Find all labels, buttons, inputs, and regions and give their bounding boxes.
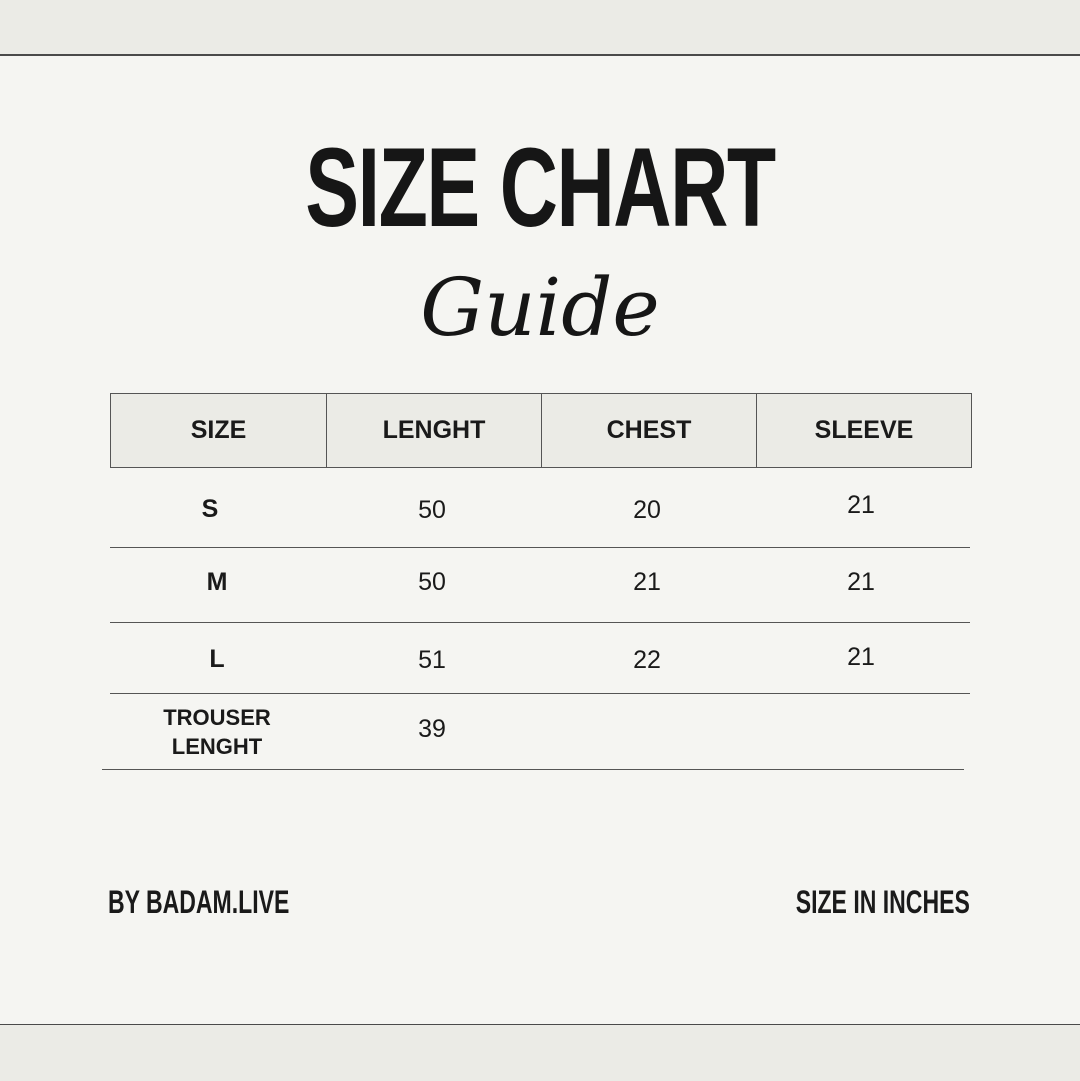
row-m-sleeve: 21	[847, 568, 875, 596]
row-divider	[110, 547, 970, 548]
bottom-band	[0, 1024, 1080, 1081]
unit-note: SIZE IN INCHES	[795, 884, 970, 920]
row-m-size: M	[206, 568, 228, 596]
trouser-label-line1: TROUSER	[163, 705, 271, 730]
row-divider	[102, 769, 964, 770]
row-trouser-length: 39	[418, 715, 446, 743]
row-s-size: S	[201, 495, 219, 523]
row-s-length: 50	[418, 496, 446, 524]
header-size: SIZE	[110, 393, 327, 468]
row-l-sleeve: 21	[847, 643, 875, 671]
page-title: SIZE CHART	[305, 125, 776, 250]
row-m-chest: 21	[633, 568, 661, 596]
row-l-length: 51	[418, 646, 446, 674]
row-trouser-label: TROUSER LENGHT	[163, 703, 271, 761]
top-band	[0, 0, 1080, 56]
header-chest: CHEST	[541, 393, 757, 468]
header-length: LENGHT	[326, 393, 542, 468]
page-subtitle: Guide	[420, 261, 660, 354]
row-divider	[110, 693, 970, 694]
row-divider	[110, 622, 970, 623]
row-s-sleeve: 21	[847, 491, 875, 519]
row-l-size: L	[209, 645, 225, 673]
content-panel	[0, 56, 1080, 1024]
row-l-chest: 22	[633, 646, 661, 674]
brand-label: BY BADAM.LIVE	[108, 884, 290, 920]
header-sleeve: SLEEVE	[756, 393, 972, 468]
trouser-label-line2: LENGHT	[171, 734, 263, 759]
row-s-chest: 20	[633, 496, 661, 524]
row-m-length: 50	[418, 568, 446, 596]
